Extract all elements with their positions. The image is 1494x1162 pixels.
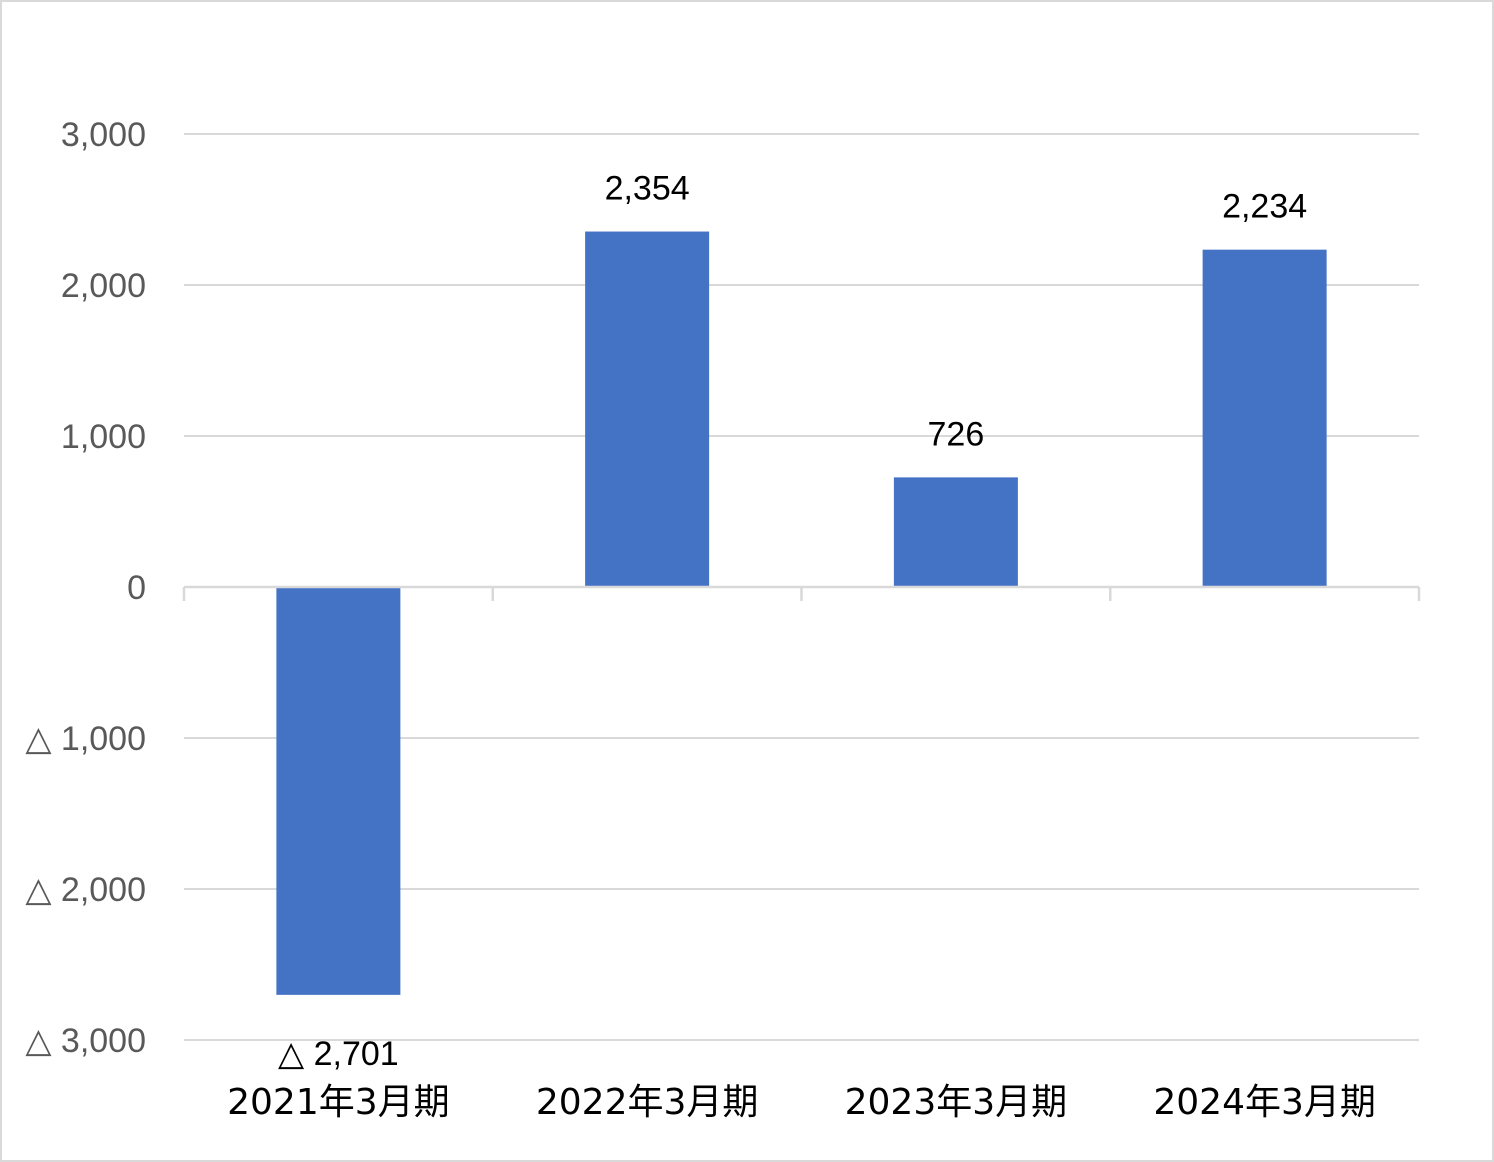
y-tick-label: △ 1,000	[25, 720, 146, 758]
x-tick-label: 2024年3月期	[1153, 1082, 1376, 1123]
bar	[1202, 249, 1327, 587]
data-label: △ 2,701	[278, 1035, 399, 1073]
y-tick-label: 2,000	[61, 267, 146, 305]
x-tick-label: 2021年3月期	[227, 1082, 450, 1123]
y-tick-label: 3,000	[61, 116, 146, 154]
y-tick-label: 1,000	[61, 418, 146, 456]
bar	[893, 477, 1018, 587]
y-tick-label: 0	[127, 569, 146, 607]
x-tick-label: 2023年3月期	[845, 1082, 1068, 1123]
bar	[585, 231, 710, 587]
category-labels: 2021年3月期 2022年3月期 2023年3月期 2024年3月期	[227, 1082, 1376, 1123]
y-tick-label: △ 2,000	[25, 871, 146, 909]
x-tick-label: 2022年3月期	[536, 1082, 759, 1123]
data-label: 2,234	[1222, 188, 1307, 226]
data-labels: △ 2,701 2,354 726 2,234	[278, 170, 1307, 1073]
y-tick-label: △ 3,000	[25, 1022, 146, 1060]
data-label: 726	[928, 415, 985, 453]
y-axis-tick-labels: 3,000 2,000 1,000 0 △ 1,000 △ 2,000 △ 3,000	[25, 116, 146, 1060]
data-label: 2,354	[605, 170, 690, 208]
x-axis	[182, 585, 1421, 601]
bars	[276, 231, 1327, 995]
bar	[276, 587, 401, 995]
